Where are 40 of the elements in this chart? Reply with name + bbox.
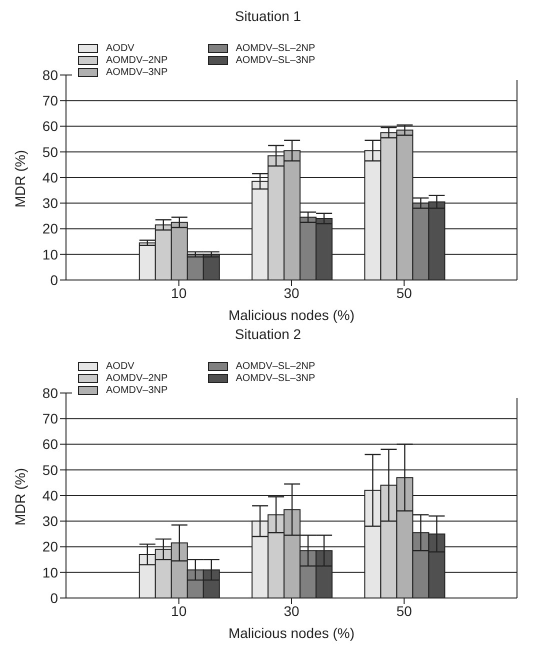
- x-tick-label: 10: [171, 602, 187, 619]
- y-tick-label: 30: [42, 195, 58, 212]
- y-tick-label: 20: [42, 220, 58, 237]
- legend-label: AODV: [105, 42, 136, 54]
- y-tick-label: 50: [42, 462, 58, 478]
- y-tick-label: 60: [42, 436, 58, 452]
- x-tick-label: 30: [284, 602, 300, 619]
- y-axis-title: MDR (%): [12, 150, 28, 208]
- y-tick-label: 10: [42, 564, 58, 580]
- y-tick-label: 70: [42, 92, 58, 109]
- legend-label: AOMDV–SL–2NP: [234, 360, 316, 372]
- legend-label: AODV: [105, 360, 136, 372]
- legend-label: AOMDV–3NP: [105, 66, 168, 78]
- x-tick-label: 50: [396, 602, 412, 619]
- y-tick-label: 80: [42, 384, 58, 401]
- y-axis-title: MDR (%): [12, 468, 28, 526]
- y-tick-label: 10: [42, 246, 58, 262]
- x-axis-title: Malicious nodes (%): [228, 625, 355, 641]
- y-tick-label: 80: [42, 66, 58, 83]
- legend-label: AOMDV–SL–3NP: [234, 372, 316, 384]
- y-tick-label: 70: [42, 410, 58, 427]
- legend-label: AOMDV–SL–2NP: [234, 42, 316, 54]
- x-tick-label: 10: [171, 284, 187, 301]
- y-tick-label: 30: [42, 513, 58, 530]
- y-tick-label: 40: [42, 487, 58, 504]
- x-axis-title: Malicious nodes (%): [228, 307, 355, 323]
- legend-label: AOMDV–3NP: [105, 384, 168, 396]
- chart-title: Situation 2: [234, 326, 302, 344]
- y-tick-label: 0: [50, 272, 58, 288]
- y-tick-label: 40: [42, 169, 58, 186]
- y-tick-label: 20: [42, 538, 58, 555]
- legend-label: AOMDV–SL–3NP: [234, 54, 316, 66]
- legend-label: AOMDV–2NP: [105, 54, 168, 66]
- y-tick-label: 60: [42, 118, 58, 134]
- x-tick-label: 30: [284, 284, 300, 301]
- y-tick-label: 50: [42, 144, 58, 160]
- y-tick-label: 0: [50, 590, 58, 606]
- legend-label: AOMDV–2NP: [105, 372, 168, 384]
- chart-title: Situation 1: [234, 8, 302, 26]
- x-tick-label: 50: [396, 284, 412, 301]
